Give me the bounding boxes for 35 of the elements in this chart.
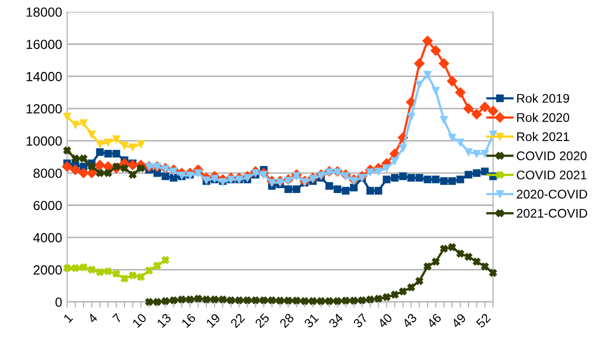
y-tick-label: 16000 [26,40,62,50]
x-tick-label: 46 [426,312,442,328]
y-tick-label: 12000 [26,104,62,114]
y-tick-label: 18000 [26,7,62,17]
x-tick-label: 34 [328,312,344,328]
x-tick-label: 37 [352,313,368,328]
x-tick-label: 49 [450,312,466,328]
legend-label: Rok 2020 [517,112,570,122]
y-tick-label: 8000 [34,168,62,178]
x-tick-label: 25 [254,312,270,328]
legend-label: COVID 2020 [516,151,587,160]
legend-label: Rok 2021 [517,132,570,142]
x-tick-label: 7 [112,313,122,324]
x-tick-label: 13 [156,312,172,328]
legend-label: 2021-COVID [516,208,588,218]
y-tick-label: 4000 [33,233,62,242]
y-tick-label: 10000 [26,136,62,146]
legend-label: 2020-COVID [516,190,588,199]
x-tick-label: 19 [206,312,221,328]
y-tick-label: 6000 [34,200,62,210]
y-tick-label: 2000 [34,265,62,275]
x-tick-label: 28 [279,312,294,328]
y-tick-label: 14000 [26,72,62,82]
y-tick-label: 0 [55,297,62,307]
x-tick-label: 10 [132,312,148,328]
x-tick-label: 16 [181,312,196,328]
x-tick-label: 31 [304,313,319,328]
x-tick-label: 1 [63,313,74,323]
legend-label: COVID 2021 [516,170,586,180]
x-tick-label: 40 [377,312,393,328]
x-tick-label: 4 [87,312,98,324]
x-tick-label: 52 [476,313,491,328]
legend-label: Rok 2019 [517,94,570,103]
x-tick-label: 43 [402,312,418,328]
x-tick-label: 22 [230,313,246,328]
